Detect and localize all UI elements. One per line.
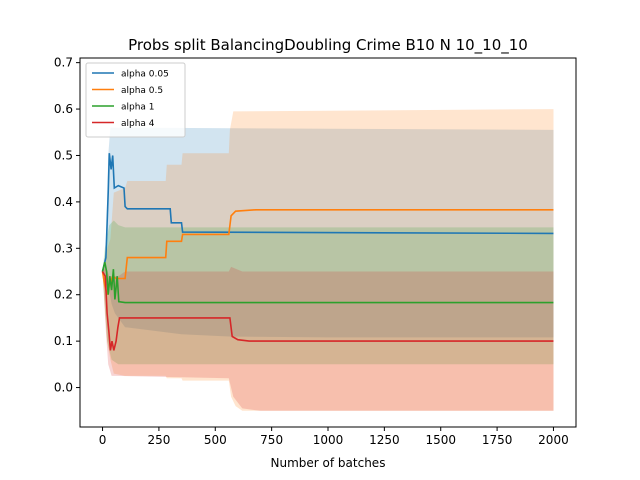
line-series-3 bbox=[101, 271, 554, 351]
legend-label-3: alpha 4 bbox=[121, 119, 155, 129]
x-tick-label: 750 bbox=[260, 433, 283, 447]
x-axis: 0 250 500 750 1000 1250 1500 1750 2000 bbox=[99, 427, 569, 447]
confidence-bands bbox=[102, 109, 554, 411]
legend-label-1: alpha 0.5 bbox=[121, 86, 163, 96]
y-tick-label: 0.3 bbox=[54, 241, 73, 255]
y-tick-label: 0.0 bbox=[54, 381, 73, 395]
y-tick-label: 0.1 bbox=[54, 334, 73, 348]
chart-title: Probs split BalancingDoubling Crime B10 … bbox=[128, 36, 528, 55]
x-tick-label: 1500 bbox=[425, 433, 456, 447]
band-series-2 bbox=[102, 220, 554, 365]
x-tick-label: 1750 bbox=[482, 433, 513, 447]
y-tick-label: 0.7 bbox=[54, 56, 73, 70]
legend: alpha 0.05 alpha 0.5 alpha 1 alpha 4 bbox=[85, 62, 186, 138]
y-axis: 0.0 0.1 0.2 0.3 0.4 0.5 0.6 0.7 bbox=[54, 56, 80, 395]
x-tick-label: 500 bbox=[204, 433, 227, 447]
x-tick-label: 0 bbox=[99, 433, 107, 447]
legend-box bbox=[85, 62, 186, 138]
band-series-1 bbox=[102, 109, 554, 411]
y-tick-label: 0.2 bbox=[54, 288, 73, 302]
y-tick-label: 0.6 bbox=[54, 102, 73, 116]
x-tick-label: 1250 bbox=[369, 433, 400, 447]
x-tick-label: 2000 bbox=[538, 433, 569, 447]
line-series-2 bbox=[101, 262, 554, 304]
line-series-0 bbox=[101, 153, 554, 272]
x-tick-label: 250 bbox=[147, 433, 170, 447]
series-lines bbox=[101, 153, 554, 351]
legend-label-0: alpha 0.05 bbox=[121, 70, 169, 80]
y-tick-label: 0.4 bbox=[54, 195, 73, 209]
legend-label-2: alpha 1 bbox=[121, 103, 155, 113]
y-tick-label: 0.5 bbox=[54, 148, 73, 162]
x-tick-label: 1000 bbox=[313, 433, 344, 447]
x-axis-label: Number of batches bbox=[271, 456, 386, 470]
